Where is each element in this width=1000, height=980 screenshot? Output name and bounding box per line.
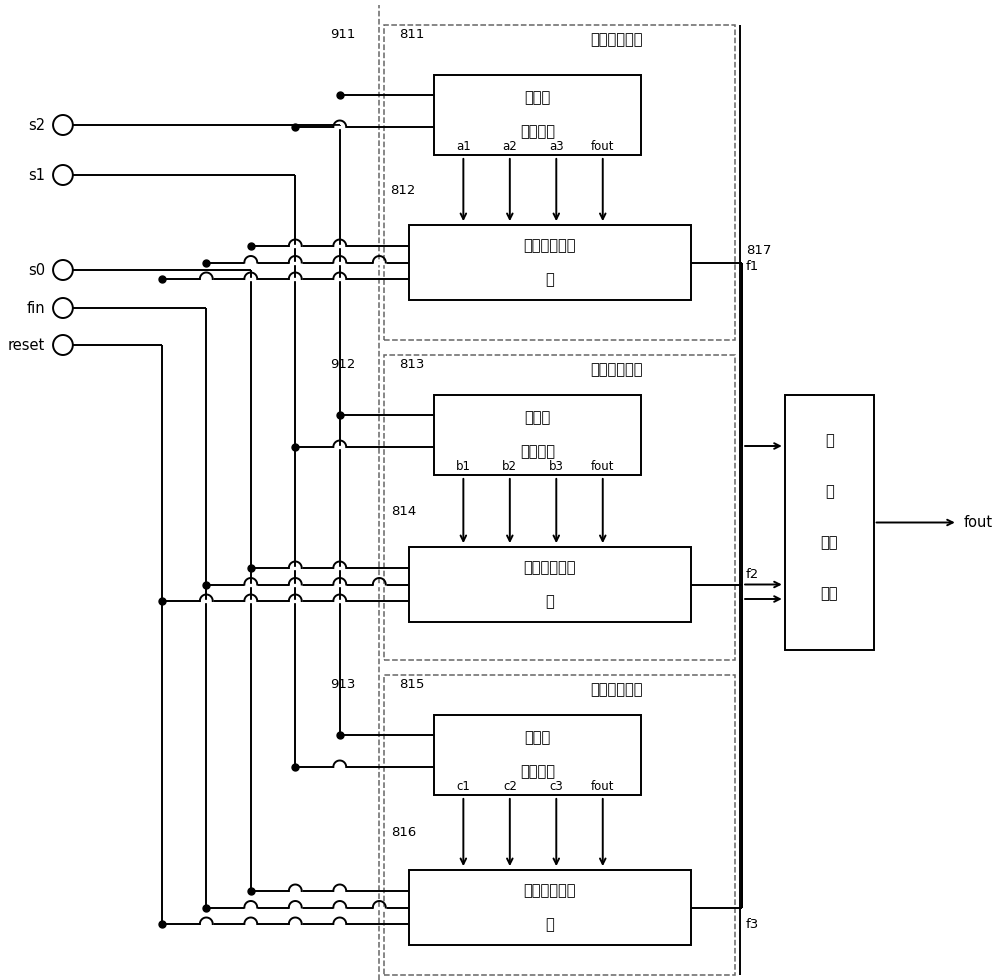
Text: c3: c3: [549, 779, 563, 793]
Text: 配置电路: 配置电路: [520, 764, 555, 779]
Text: 814: 814: [391, 505, 416, 517]
Text: a2: a2: [502, 139, 517, 153]
Text: s2: s2: [28, 118, 45, 132]
Bar: [434, 395, 641, 475]
Text: fout: fout: [591, 779, 615, 793]
Text: fout: fout: [591, 139, 615, 153]
Text: 表决: 表决: [820, 535, 838, 551]
Text: 计数分频模块: 计数分频模块: [590, 682, 643, 698]
Text: s1: s1: [28, 168, 45, 182]
Text: 路: 路: [545, 917, 554, 932]
Text: fin: fin: [27, 301, 45, 316]
Text: 多: 多: [825, 433, 834, 449]
Text: 配置电路: 配置电路: [520, 124, 555, 139]
Text: 816: 816: [391, 826, 416, 839]
Text: 815: 815: [399, 678, 424, 691]
Bar: [785, 395, 874, 650]
Bar: [384, 25, 735, 340]
Text: 路: 路: [545, 594, 554, 609]
Text: 第一计数器电: 第一计数器电: [524, 238, 576, 253]
Text: fout: fout: [591, 460, 615, 472]
Bar: [434, 75, 641, 155]
Bar: [384, 675, 735, 975]
Text: f1: f1: [746, 260, 759, 273]
Text: b2: b2: [502, 460, 517, 472]
Text: 第二计数器电: 第二计数器电: [524, 560, 576, 575]
Text: c2: c2: [503, 779, 517, 793]
Text: 计数分频模块: 计数分频模块: [590, 32, 643, 47]
Text: 分频数: 分频数: [524, 90, 551, 106]
Text: f2: f2: [746, 568, 759, 581]
Text: 第三计数器电: 第三计数器电: [524, 883, 576, 898]
Text: 812: 812: [391, 183, 416, 197]
Bar: [409, 547, 691, 622]
Text: 817: 817: [746, 244, 771, 257]
Text: 配置电路: 配置电路: [520, 445, 555, 460]
Text: 913: 913: [330, 678, 355, 691]
Text: 811: 811: [399, 28, 424, 41]
Text: s0: s0: [28, 263, 45, 277]
Text: 分频数: 分频数: [524, 411, 551, 425]
Text: reset: reset: [8, 337, 45, 353]
Text: 分频数: 分频数: [524, 730, 551, 746]
Text: c1: c1: [456, 779, 470, 793]
Bar: [409, 870, 691, 945]
Text: 路: 路: [545, 272, 554, 287]
Text: fout: fout: [964, 515, 993, 530]
Text: 电路: 电路: [820, 586, 838, 602]
Bar: [409, 225, 691, 300]
Text: f3: f3: [746, 917, 759, 930]
Text: 数: 数: [825, 484, 834, 500]
Text: 813: 813: [399, 358, 424, 371]
Bar: [434, 715, 641, 795]
Text: a1: a1: [456, 139, 471, 153]
Text: b1: b1: [456, 460, 471, 472]
Text: b3: b3: [549, 460, 564, 472]
Text: 912: 912: [330, 358, 355, 371]
Text: 计数分频模块: 计数分频模块: [590, 363, 643, 377]
Bar: [384, 355, 735, 660]
Text: 911: 911: [330, 28, 355, 41]
Text: a3: a3: [549, 139, 564, 153]
